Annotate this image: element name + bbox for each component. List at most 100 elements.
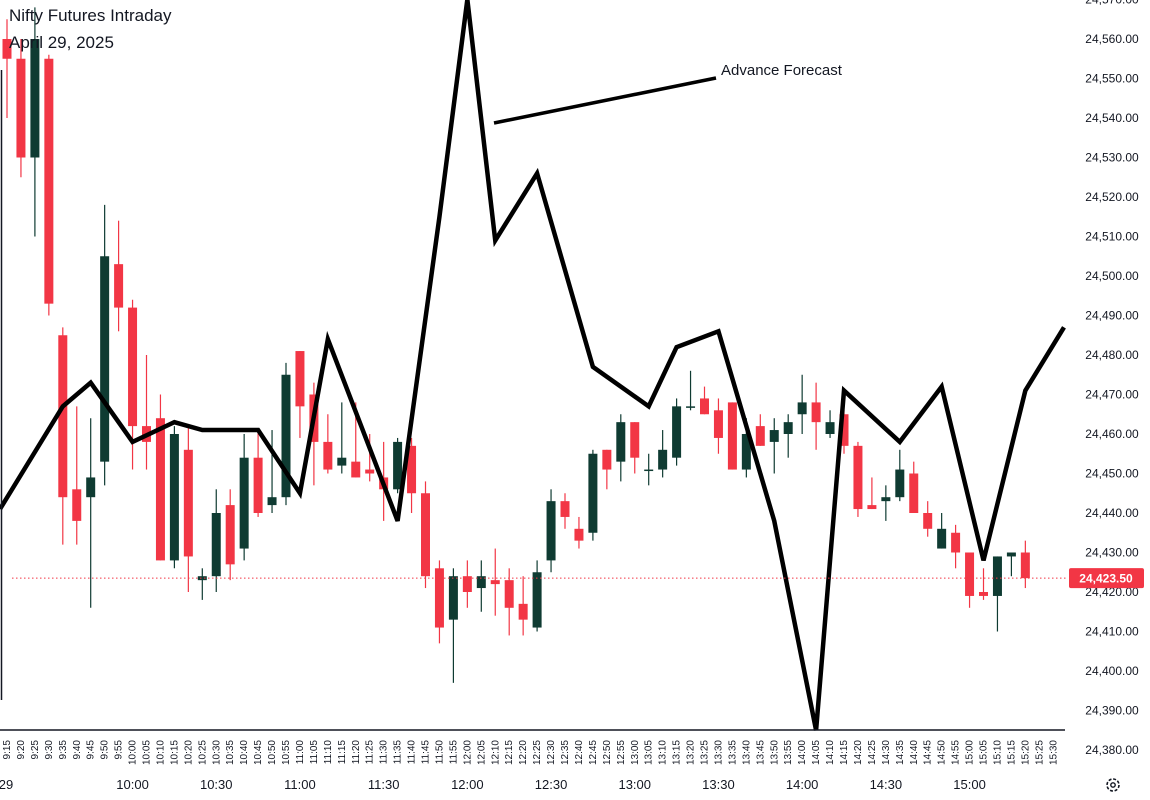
current-price-badge [1069, 568, 1144, 589]
candle-body [44, 58, 54, 304]
gear-icon[interactable] [1106, 778, 1120, 792]
current-price-label: 24,423.50 [1079, 572, 1133, 586]
candle [16, 39, 26, 178]
candle-body [797, 402, 807, 415]
candle-body [490, 580, 500, 585]
candle-body [727, 402, 737, 470]
candle [2, 19, 12, 118]
time-tick-label: 12:30 [546, 740, 557, 765]
time-tick-label: 9:40 [72, 740, 83, 760]
candle [713, 398, 723, 454]
candle-body [700, 398, 709, 415]
candle [337, 402, 347, 474]
candle [867, 477, 877, 510]
candle-body [951, 532, 961, 553]
price-tick-label: 24,430.00 [1085, 546, 1139, 560]
candle [895, 449, 905, 502]
time-tick-label: 12:15 [504, 740, 515, 765]
candle-body [407, 445, 417, 494]
candle-body [602, 449, 612, 470]
time-tick-label: 13:25 [700, 740, 711, 765]
candle-body [393, 441, 403, 490]
candle-body [1020, 552, 1030, 579]
candle-body [769, 430, 779, 442]
price-tick-label: 24,440.00 [1085, 506, 1139, 520]
price-tick-label: 24,490.00 [1085, 309, 1139, 323]
candle-body [895, 469, 905, 498]
candle-body [323, 441, 333, 470]
candle-body [295, 351, 305, 407]
candle [965, 552, 975, 608]
candle-body [239, 457, 249, 549]
candle [853, 441, 863, 517]
time-tick-label: 14:50 [937, 740, 948, 765]
candle [518, 576, 528, 636]
candle [183, 426, 193, 592]
price-tick-label: 24,530.00 [1085, 151, 1139, 165]
time-tick-label: 11:30 [379, 740, 390, 765]
time-major-label: 12:00 [451, 777, 484, 792]
overlay: 24,423.50 [0, 70, 1144, 792]
candle-body [183, 449, 193, 557]
candle [951, 524, 961, 569]
candle-body [365, 469, 375, 474]
candle-body [211, 513, 221, 577]
time-tick-label: 12:35 [560, 740, 571, 765]
candle [281, 362, 291, 506]
candle [225, 489, 235, 581]
price-tick-label: 24,460.00 [1085, 427, 1139, 441]
candle [797, 374, 807, 434]
time-tick-label: 14:00 [797, 740, 808, 765]
time-tick-label: 14:35 [895, 740, 906, 765]
price-tick-label: 24,550.00 [1085, 72, 1139, 86]
price-tick-label: 24,410.00 [1085, 625, 1139, 639]
time-major-label: 14:00 [786, 777, 819, 792]
candle [616, 414, 626, 482]
time-tick-label: 14:40 [909, 740, 920, 765]
candle-body [755, 426, 765, 446]
candle [490, 548, 500, 616]
candle [658, 430, 668, 478]
candle-body [825, 422, 835, 434]
candle [602, 449, 612, 490]
candle [476, 560, 486, 612]
candle-body [783, 422, 793, 434]
time-tick-label: 12:05 [476, 740, 487, 765]
time-tick-label: 12:00 [462, 740, 473, 765]
time-tick-label: 12:45 [588, 740, 599, 765]
time-tick-label: 14:25 [867, 740, 878, 765]
candle [365, 434, 375, 482]
time-tick-label: 9:45 [86, 740, 97, 760]
candle-body [58, 335, 68, 498]
candle-body [588, 453, 598, 533]
candle-body [114, 264, 124, 308]
gear-icon-hub [1110, 782, 1116, 788]
candle [239, 434, 249, 561]
time-tick-label: 13:35 [727, 740, 738, 765]
time-tick-label: 15:30 [1048, 740, 1059, 765]
candle-body [1006, 552, 1016, 557]
candle [672, 398, 682, 466]
time-major-label: 15:00 [953, 777, 986, 792]
time-major-label: 12:30 [535, 777, 568, 792]
candle [407, 437, 417, 513]
candle [755, 414, 765, 446]
time-tick-label: 11:55 [448, 740, 459, 765]
price-tick-label: 24,540.00 [1085, 111, 1139, 125]
time-tick-label: 10:10 [155, 740, 166, 765]
time-tick-label: 12:25 [532, 740, 543, 765]
chart-date: April 29, 2025 [9, 33, 114, 52]
candle-body [532, 572, 542, 628]
candle-body [518, 603, 528, 620]
candle-body [434, 568, 444, 628]
forecast-layer: Advance Forecast [0, 0, 1066, 731]
time-tick-label: 15:25 [1034, 740, 1045, 765]
price-tick-label: 24,500.00 [1085, 269, 1139, 283]
time-tick-label: 14:20 [853, 740, 864, 765]
candle [462, 560, 472, 608]
candle [630, 422, 640, 474]
price-tick-label: 24,380.00 [1085, 743, 1139, 757]
time-tick-label: 14:10 [825, 740, 836, 765]
time-tick-label: 11:25 [365, 740, 376, 765]
time-tick-label: 11:05 [309, 740, 320, 765]
